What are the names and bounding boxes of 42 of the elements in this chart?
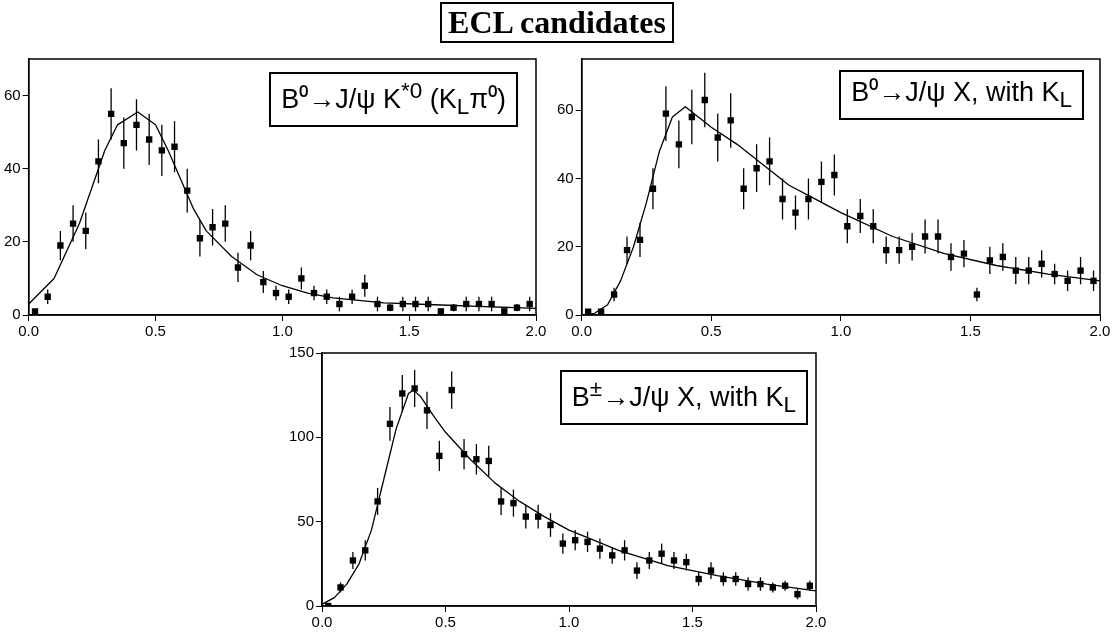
point <box>374 498 381 505</box>
x-tick-label: 0.5 <box>435 613 456 631</box>
y-tick-label: 0 <box>305 596 315 614</box>
text: B⁰→J/ψ X, with K$_{L}$ <box>839 70 1084 120</box>
point <box>247 242 254 249</box>
y-tick-label: 40 <box>557 168 574 186</box>
point <box>95 158 102 165</box>
point <box>584 308 592 315</box>
x-tick-label: 1.5 <box>959 322 981 340</box>
point <box>411 385 418 392</box>
x-tick-label: 2.0 <box>1089 322 1111 340</box>
text: B$^{±}$→J/ψ X, with K$_{L}$ <box>559 370 808 425</box>
point <box>766 158 773 165</box>
x-tick-label: 0.5 <box>700 322 722 340</box>
point <box>1077 267 1084 274</box>
y-tick-label: 0 <box>565 305 574 323</box>
text: B⁰→J/ψ K$^{*0}$ (K$_{L}$π⁰) <box>269 72 518 127</box>
point <box>298 275 305 282</box>
point <box>792 209 799 216</box>
y-tick-label: 40 <box>4 158 21 176</box>
point <box>57 242 64 249</box>
x-tick-label: 0.5 <box>145 322 166 340</box>
x-tick-label: 0.0 <box>571 322 593 340</box>
x-tick-label: 0.0 <box>18 322 40 340</box>
y-tick-label: 60 <box>557 100 574 118</box>
x-tick-label: 1.0 <box>271 322 293 340</box>
x-tick-label: 1.5 <box>682 613 703 631</box>
x-tick-label: 2.0 <box>805 613 827 631</box>
x-tick-label: 1.0 <box>558 613 580 631</box>
x-tick-label: 1.5 <box>398 322 420 340</box>
y-tick-label: 50 <box>297 511 315 529</box>
x-tick-label: 1.0 <box>830 322 852 340</box>
x-tick-label: 0.0 <box>311 613 333 631</box>
y-tick-label: 0 <box>12 305 21 323</box>
text: ECL candidates <box>440 2 674 43</box>
y-tick-label: 100 <box>289 427 315 445</box>
y-tick-label: 20 <box>557 236 574 254</box>
point <box>621 547 628 554</box>
x-tick-label: 2.0 <box>525 322 547 340</box>
y-tick-label: 150 <box>289 343 315 361</box>
y-tick-label: 20 <box>4 232 21 249</box>
y-tick-label: 60 <box>4 85 21 103</box>
